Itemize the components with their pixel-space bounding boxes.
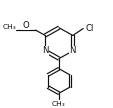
Text: CH₃: CH₃: [52, 101, 65, 107]
Text: Cl: Cl: [85, 24, 93, 33]
Text: CH₃: CH₃: [2, 24, 16, 30]
Text: O: O: [22, 21, 29, 30]
Text: N: N: [42, 46, 48, 55]
Text: N: N: [69, 46, 75, 55]
